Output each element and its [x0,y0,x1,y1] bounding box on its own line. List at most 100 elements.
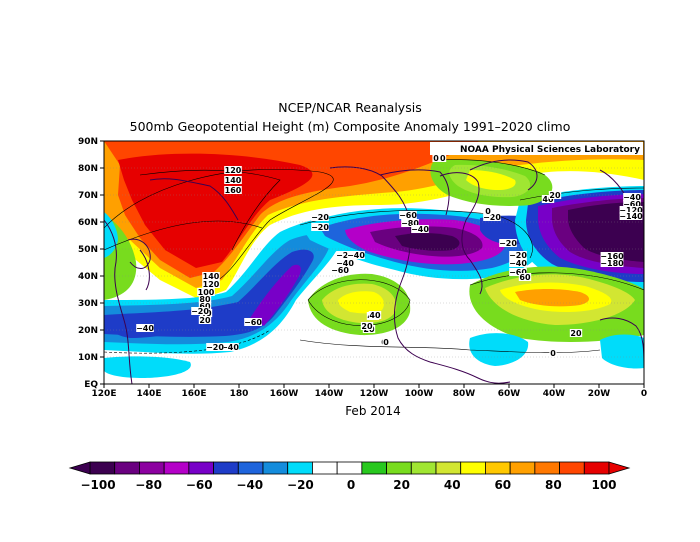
colorbar-swatch [583,461,610,475]
lon-label: 120E [92,389,117,399]
contour-label: 20 [361,322,373,331]
contour-labels: 12014016014012010080604020−20−40−60−40−2… [136,154,643,358]
contour-label: 40 [369,311,381,320]
contour-label: 120 [203,280,220,289]
contour-label: 40 [542,195,554,204]
colorbar-labels: −100 −80 −60 −40 −20 0 20 40 60 80 100 [80,478,616,492]
lat-label: 40N [78,272,98,282]
contour-label-bg [541,195,555,203]
contour-label-bg [336,259,354,267]
contour-label-bg [411,225,429,233]
contour-label: −40 [136,324,154,333]
contour-label: −20 [483,213,501,222]
contour-label: −120 [619,206,643,215]
contour-label-bg [360,322,374,330]
contour-label-bg [509,251,527,259]
latitude-axis: 90N 80N 70N 60N 50N 40N 30N 20N 10N EQ [78,137,104,390]
grid [104,167,644,358]
contour-label: −40 [336,259,354,268]
field-pacific-violet [250,264,301,326]
colorbar-label: −20 [287,478,314,492]
contour-label-bg [191,307,209,315]
field-trop-cyan-1 [469,333,529,366]
contour-label-bg [549,349,557,357]
colorbar-swatch [559,461,585,475]
contour-label-bg [224,186,242,194]
contour-label-bg [623,200,641,208]
contour-label: −40 [411,225,429,234]
field-atl-orange [515,289,589,307]
colorbar-label: −80 [135,478,162,492]
colorbar-label: 60 [494,478,511,492]
colorbar-swatch [163,461,190,475]
contour-label-bg [206,343,224,351]
credit-label: NOAA Physical Sciences Laboratory [460,145,640,155]
lat-label: 30N [78,299,98,309]
field-epac-yellow [338,291,384,314]
contour-label-bg [433,154,447,162]
chart-title: NCEP/NCAR Reanalysis [278,100,422,115]
lon-label: 160W [270,389,299,399]
contour-label-bg [509,259,527,267]
lon-label: 40W [543,389,566,399]
colorbar [68,461,631,475]
contour-label-bg [198,302,212,310]
contour-label-bg [198,316,212,324]
colorbar-swatch [361,461,387,475]
contour-label-bg [311,223,329,231]
contour-label-bg [202,272,220,280]
field-trop-cyan-2 [600,334,644,369]
contour-label: 60 [519,273,531,282]
lon-label: 100W [405,389,434,399]
contour-label: −20 [311,213,329,222]
contour-label: −60 [244,318,262,327]
contour-label: −20 [311,223,329,232]
contour-label: 120 [225,166,242,175]
colorbar-swatch [237,461,264,475]
lon-label: 140E [137,389,162,399]
lon-label: 120W [360,389,389,399]
contour-label: 140 [203,272,220,281]
contour-label-bg [484,207,492,215]
contour-label: −180 [600,259,624,268]
contour-label: −20 [509,251,527,260]
contour-label: 140 [225,176,242,185]
contour-label-bg [347,251,365,259]
contour-label: −40 [221,343,239,352]
contour-label-bg [483,213,501,221]
contour-label-bg [569,329,583,337]
contour-label-bg [331,266,349,274]
lon-label: 80W [453,389,476,399]
contour-label-bg [336,251,354,259]
colorbar-label: 0 [347,478,355,492]
field-trop-cyan-3 [104,356,191,378]
contour-label: −20 [336,251,354,260]
contour-label-bg [499,239,517,247]
lat-label: 70N [78,191,98,201]
contour-label-bg [600,252,624,260]
lon-label: 60W [498,389,521,399]
contour-label: −60 [509,268,527,277]
contour-label: 20 [570,329,582,338]
colorbar-swatch [89,461,116,475]
contour-label: −60 [399,211,417,220]
longitude-axis: 120E 140E 160E 180 160W 140W 120W 100W 80W 60W 40W… [92,384,647,399]
date-label: Feb 2014 [345,404,401,418]
lon-label: 160E [182,389,207,399]
contour-label-bg [509,268,527,276]
contour-label-bg [548,191,562,199]
contour-label: −40 [509,259,527,268]
contour-label: −20 [191,307,209,316]
lon-label: 0 [641,389,647,399]
lat-label: 20N [78,326,98,336]
colorbar-swatch [287,461,313,475]
contour-label-bg [518,273,532,281]
contour-label: 0 [485,207,491,216]
lon-label: 20W [588,389,611,399]
colorbar-swatch [460,461,486,475]
contour-label-bg [619,206,643,214]
map-fields: 12014016014012010080604020−20−40−60−40−2… [104,141,644,384]
lat-label: 60N [78,218,98,228]
contour-label-bg [224,166,242,174]
colorbar-swatch [139,461,165,475]
